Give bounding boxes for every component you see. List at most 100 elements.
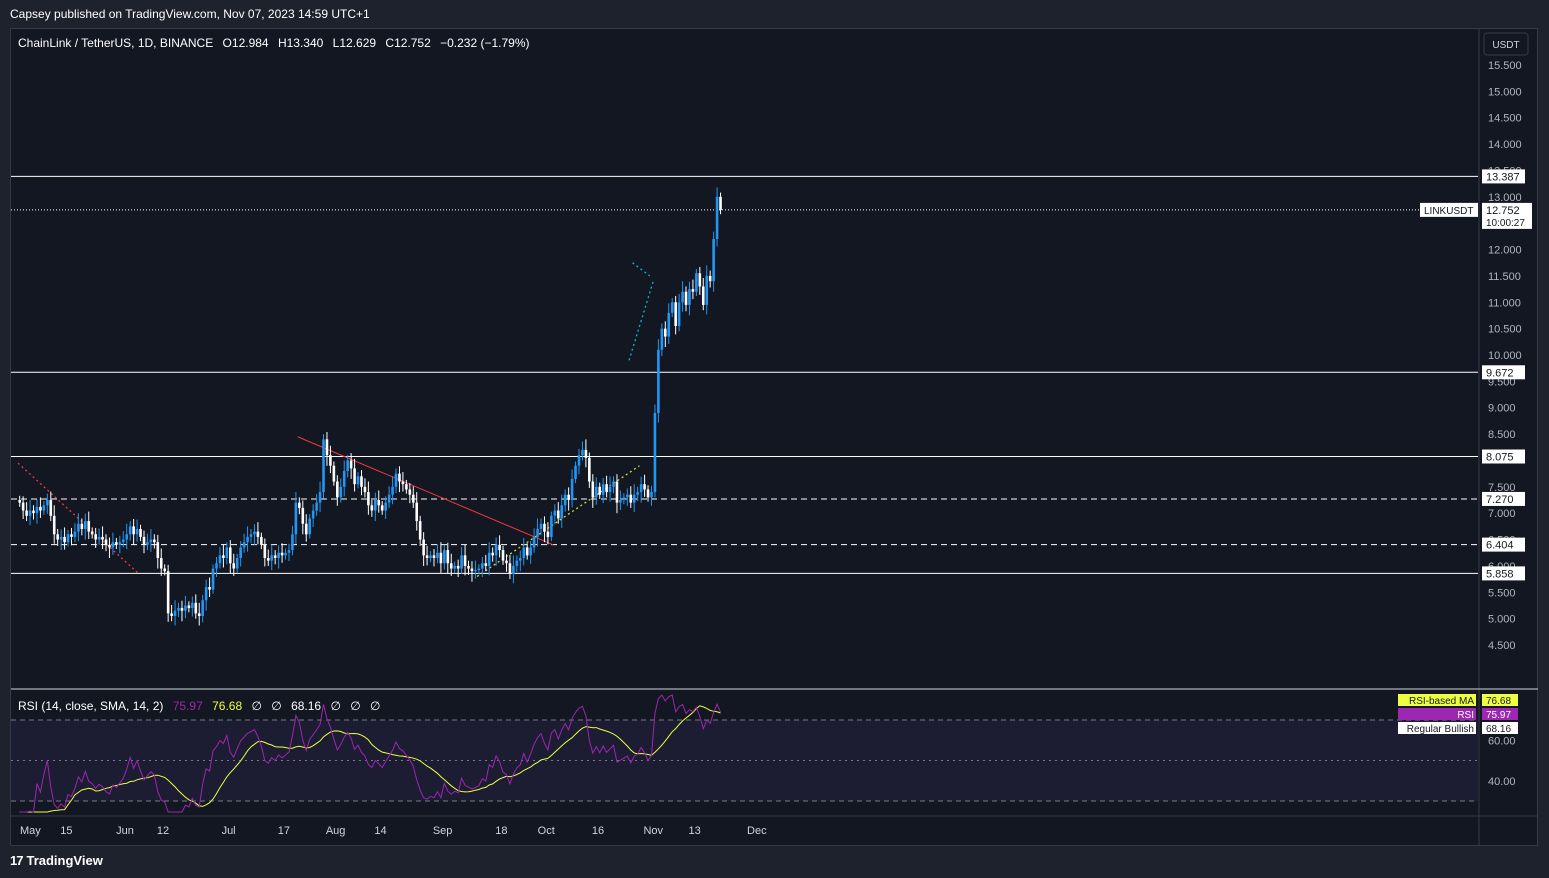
candle-body bbox=[598, 486, 602, 495]
candle-body bbox=[115, 542, 118, 545]
candle-body bbox=[491, 552, 494, 556]
candle-body bbox=[315, 502, 318, 511]
candle-body bbox=[505, 560, 508, 564]
level-badge bbox=[1482, 365, 1525, 380]
candle-body bbox=[553, 510, 557, 516]
current-price-badge bbox=[1482, 202, 1532, 229]
price-tick-label: 14.500 bbox=[1488, 113, 1522, 125]
candle-body bbox=[128, 526, 132, 535]
candle-body bbox=[705, 275, 709, 305]
candle-body bbox=[498, 544, 501, 551]
candle-body bbox=[449, 563, 453, 569]
candle-body bbox=[111, 542, 115, 548]
candle-body bbox=[32, 510, 35, 514]
candle-body bbox=[311, 510, 315, 519]
candle-body bbox=[681, 291, 684, 303]
candle-body bbox=[501, 550, 505, 561]
candle-body bbox=[329, 455, 332, 466]
candle-body bbox=[719, 196, 722, 210]
candle-body bbox=[563, 494, 567, 506]
candle-body bbox=[263, 544, 267, 558]
candle-body bbox=[159, 558, 163, 569]
candle-body bbox=[342, 471, 346, 487]
candle-body bbox=[515, 560, 519, 566]
candle-body bbox=[146, 542, 149, 545]
currency-badge-bg[interactable] bbox=[1483, 32, 1529, 56]
candle-body bbox=[191, 602, 194, 609]
rsi-badge-name: RSI bbox=[1457, 710, 1474, 721]
candle-body bbox=[336, 481, 339, 498]
price-tick-label: 15.000 bbox=[1488, 86, 1522, 98]
candle-body bbox=[201, 600, 204, 616]
candle-body bbox=[622, 497, 626, 500]
candle-body bbox=[380, 505, 384, 511]
candle-body bbox=[415, 502, 419, 522]
candle-body bbox=[135, 529, 139, 535]
candle-body bbox=[356, 476, 360, 485]
candle-body bbox=[108, 544, 111, 548]
candle-body bbox=[560, 505, 564, 519]
currency-badge[interactable]: USDT bbox=[1492, 40, 1519, 51]
candle-body bbox=[260, 536, 263, 545]
candle-body bbox=[180, 608, 184, 611]
candle-body bbox=[581, 449, 584, 456]
candle-body bbox=[66, 534, 70, 543]
candle-body bbox=[56, 534, 59, 540]
candle-body bbox=[588, 457, 591, 482]
candle-body bbox=[591, 481, 595, 498]
price-scale[interactable]: 15.50015.00014.50014.00013.50013.00012.0… bbox=[1398, 60, 1532, 788]
rsi-legend: RSI (14, close, SMA, 14, 2) 75.97 76.68 … bbox=[18, 699, 381, 713]
null-value-1: ∅ bbox=[251, 699, 261, 713]
time-tick-label: Nov bbox=[643, 825, 663, 837]
candle-body bbox=[422, 539, 425, 556]
candle-body bbox=[487, 552, 491, 566]
candle-body bbox=[584, 449, 588, 458]
level-badge-label: 5.858 bbox=[1486, 568, 1514, 580]
candle-body bbox=[418, 521, 422, 540]
rsi-line bbox=[19, 694, 721, 813]
candle-body bbox=[570, 478, 574, 500]
time-tick-label: Oct bbox=[538, 825, 555, 837]
time-tick-label: 16 bbox=[592, 825, 604, 837]
low-label: L bbox=[333, 36, 340, 50]
candle-body bbox=[170, 613, 173, 616]
candle-body bbox=[632, 494, 636, 503]
candle-body bbox=[677, 302, 681, 326]
change-value: −0.232 (−1.79%) bbox=[440, 36, 529, 50]
candle-body bbox=[453, 565, 457, 569]
candle-body bbox=[59, 536, 63, 540]
candle-body bbox=[287, 550, 291, 553]
candle-body bbox=[39, 506, 42, 511]
candle-body bbox=[408, 489, 412, 495]
price-tick-label: 8.500 bbox=[1488, 429, 1516, 441]
candle-body bbox=[670, 302, 674, 313]
footer-brand[interactable]: 17 TradingView bbox=[10, 853, 103, 868]
candle-body bbox=[691, 289, 695, 292]
time-tick-label: 15 bbox=[60, 825, 72, 837]
candle-body bbox=[184, 605, 187, 611]
rsi-ma-legend-value: 76.68 bbox=[212, 699, 242, 713]
candle-body bbox=[695, 273, 698, 292]
level-badge bbox=[1482, 566, 1525, 581]
candle-body bbox=[266, 558, 270, 561]
trend-line[interactable] bbox=[628, 280, 654, 361]
symbol-badge bbox=[1420, 202, 1478, 217]
candle-body bbox=[701, 286, 705, 305]
candle-body bbox=[153, 539, 156, 543]
time-axis[interactable]: May 15 Jun 12 Jul 17 Aug 14 Sep 18 Oct 16 Nov 13 Dec bbox=[20, 825, 767, 837]
candle-body bbox=[197, 613, 201, 616]
rsi-tick-label: 60.00 bbox=[1488, 735, 1516, 747]
candle-body bbox=[215, 563, 218, 569]
candle-body bbox=[574, 465, 577, 479]
time-tick-label: Dec bbox=[747, 825, 767, 837]
candle-body bbox=[70, 534, 73, 537]
trend-line[interactable] bbox=[297, 436, 554, 546]
candle-body bbox=[280, 552, 284, 556]
candle-body bbox=[83, 521, 87, 529]
low-value: 12.629 bbox=[339, 36, 376, 50]
trend-line[interactable] bbox=[632, 262, 651, 277]
candle-body bbox=[222, 555, 225, 558]
candle-body bbox=[481, 563, 484, 569]
candle-body bbox=[556, 510, 560, 519]
